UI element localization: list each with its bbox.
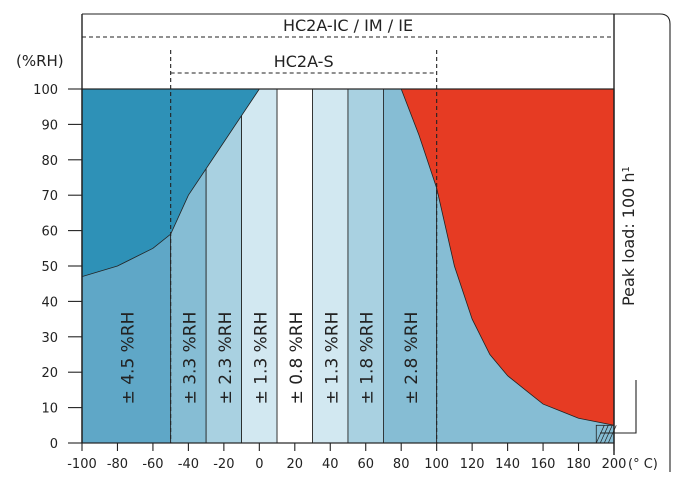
y-tick-label: 70 [41,189,58,204]
peak-load-label: Peak load: 100 h1 [619,166,638,306]
band-label-0: ± 4.5 %RH [118,312,138,405]
x-tick-label: 140 [495,457,520,472]
x-tick-label: 120 [460,457,485,472]
y-tick-label: 100 [33,83,58,98]
range-label-0: HC2A-IC / IM / IE [283,16,413,35]
band-label-6: ± 1.8 %RH [358,312,378,405]
y-tick-label: 50 [41,260,58,275]
x-tick-label: 40 [322,457,339,472]
y-tick-label: 40 [41,295,58,310]
band-label-1: ± 3.3 %RH [180,312,200,405]
x-tick-label: -40 [178,457,199,472]
y-tick-label: 60 [41,225,58,240]
x-tick-label: 200 [602,457,627,472]
x-axis-label: (° C) [628,457,658,472]
x-tick-label: -20 [213,457,234,472]
y-tick-label: 0 [50,437,58,452]
y-tick-label: 90 [41,118,58,133]
peak-load-callout [600,380,637,434]
y-tick-label: 20 [41,366,58,381]
band-label-7: ± 2.8 %RH [402,312,422,405]
y-tick-label: 10 [41,402,58,417]
x-tick-label: 180 [566,457,591,472]
peak-load-superscript: 1 [621,166,632,172]
range-label-1: HC2A-S [274,52,334,71]
x-tick-label: 20 [287,457,304,472]
band-label-5: ± 1.3 %RH [322,312,342,405]
x-tick-label: -60 [142,457,163,472]
accuracy-band-5 [312,88,349,444]
x-tick-label: 60 [357,457,374,472]
x-tick-label: 160 [531,457,556,472]
x-tick-label: 100 [424,457,449,472]
hatch-line [595,425,605,444]
y-tick-label: 30 [41,331,58,346]
x-tick-label: -100 [67,457,97,472]
band-label-4: ± 0.8 %RH [287,312,307,405]
band-label-3: ± 1.3 %RH [251,312,271,405]
x-tick-label: -80 [107,457,128,472]
y-axis-label: (%RH) [16,52,64,70]
outer-frame [82,13,671,472]
x-tick-label: 0 [255,457,263,472]
hatch-line [603,425,613,444]
hatch-line [607,425,617,444]
y-tick-label: 80 [41,154,58,169]
hatch-line [599,425,609,444]
right-peak-load-region [400,88,615,426]
band-label-2: ± 2.3 %RH [216,312,236,405]
x-tick-label: 80 [393,457,410,472]
